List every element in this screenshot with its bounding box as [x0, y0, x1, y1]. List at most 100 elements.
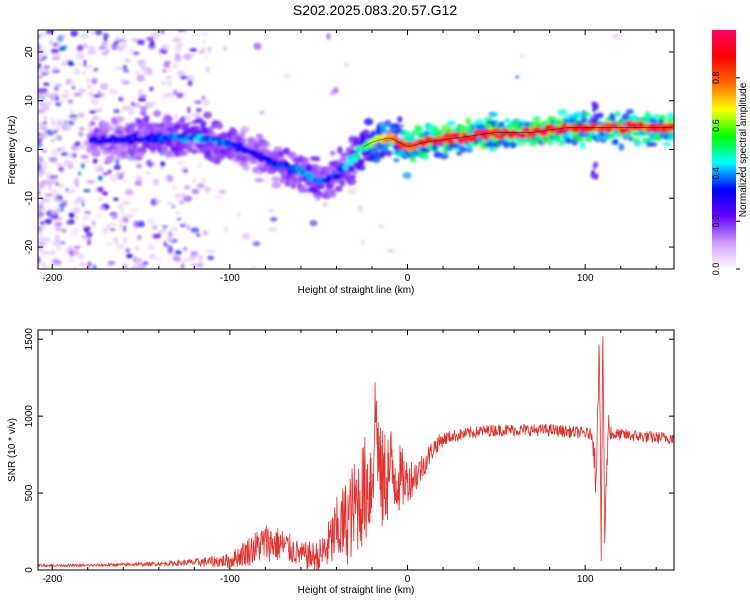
spectral-noise-mark	[99, 166, 104, 171]
spectral-ridge-halo	[409, 156, 417, 163]
spectral-noise-mark	[54, 129, 58, 134]
spectral-noise-mark	[142, 261, 149, 266]
spectral-noise-mark	[69, 109, 74, 115]
spectral-noise-mark	[180, 263, 185, 269]
spectral-ridge-halo	[510, 142, 517, 148]
spectral-noise-mark	[202, 40, 206, 44]
spectral-noise-mark	[253, 42, 262, 50]
spectral-noise-mark	[75, 216, 79, 220]
spectral-noise-mark	[251, 266, 256, 269]
x-tick-label: 0	[405, 273, 411, 284]
spectrogram-x-axis-label: Height of straight line (km)	[298, 285, 415, 296]
spectral-noise-mark	[68, 257, 75, 262]
spectral-noise-mark	[42, 121, 48, 125]
spectral-noise-mark	[161, 43, 170, 50]
spectral-noise-mark	[144, 170, 152, 175]
spectral-noise-mark	[74, 141, 81, 147]
snr-x-ticks: -200 -100 0 100	[42, 330, 657, 585]
spectral-noise-mark	[196, 182, 205, 189]
spectral-noise-mark	[50, 48, 58, 54]
spectral-noise-mark	[121, 200, 131, 206]
spectral-ridge-halo	[356, 158, 366, 163]
spectral-noise-mark	[179, 75, 189, 80]
snr-x-axis-label: Height of straight line (km)	[298, 585, 415, 596]
spectral-noise-mark	[56, 162, 64, 167]
spectral-noise-mark	[115, 35, 119, 41]
spectral-noise-mark	[60, 166, 64, 174]
spectral-ridge-halo	[573, 111, 584, 119]
spectral-noise-mark	[44, 218, 53, 225]
spectral-noise-mark	[323, 202, 327, 208]
spectral-noise-mark	[252, 241, 261, 247]
y-tick-label: 1000	[24, 405, 35, 428]
spectral-noise-mark	[146, 218, 155, 225]
spectral-noise-mark	[63, 160, 73, 167]
spectral-ridge-core	[557, 129, 564, 135]
spectral-noise-mark	[180, 193, 188, 198]
spectral-noise-mark	[44, 192, 54, 198]
spectral-noise-mark	[38, 157, 42, 163]
spectral-ridge-halo	[417, 126, 423, 132]
spectral-noise-mark	[38, 163, 42, 170]
spectral-noise-mark	[71, 86, 76, 89]
spectral-noise-mark	[161, 228, 167, 233]
spectral-noise-mark	[73, 200, 80, 205]
spectral-noise-mark	[124, 58, 131, 63]
x-tick-label: -200	[42, 273, 62, 284]
spectral-noise-mark	[165, 76, 172, 80]
spectral-ridge-core	[345, 160, 354, 165]
spectral-ridge-core	[446, 139, 455, 144]
spectral-noise-mark	[60, 151, 69, 157]
spectral-noise-mark	[100, 51, 108, 57]
spectral-ridge-halo	[253, 142, 261, 150]
spectral-ridge-halo	[465, 146, 473, 153]
spectral-noise-mark	[167, 247, 173, 255]
spectral-noise-mark	[102, 172, 109, 176]
spectral-noise-mark	[237, 210, 241, 218]
spectral-noise-mark	[54, 235, 61, 241]
spectral-ridge-core	[390, 136, 398, 142]
spectral-noise-mark	[147, 43, 156, 50]
colorbar-tick-label: 0.4	[711, 167, 721, 180]
spectral-noise-mark	[138, 39, 145, 46]
spectral-noise-mark	[83, 59, 87, 67]
spectral-noise-mark	[190, 227, 200, 233]
spectral-noise-mark	[170, 238, 178, 244]
spectral-noise-mark	[269, 217, 278, 222]
x-tick-label: -200	[42, 574, 62, 585]
spectral-noise-mark	[94, 30, 103, 36]
spectral-noise-mark	[191, 112, 201, 118]
spectral-noise-mark	[154, 198, 161, 204]
spectral-noise-mark	[152, 256, 161, 261]
spectral-noise-mark	[174, 45, 182, 52]
spectral-noise-mark	[43, 65, 51, 70]
spectral-noise-mark	[60, 94, 70, 98]
spectral-noise-mark	[92, 116, 97, 120]
spectral-ridge-halo	[148, 122, 159, 129]
spectral-noise-mark	[107, 261, 116, 265]
spectral-noise-mark	[51, 258, 59, 266]
spectral-ridge-halo	[614, 110, 621, 118]
spectral-noise-mark	[203, 111, 212, 119]
spectrogram-y-axis-label: Frequency (Hz)	[7, 116, 18, 185]
spectral-ridge-halo	[499, 121, 505, 127]
spectral-noise-mark	[54, 240, 63, 244]
y-tick-label: -10	[24, 191, 35, 206]
spectral-noise-mark	[82, 189, 91, 193]
spectral-noise-mark	[152, 178, 160, 186]
spectral-noise-mark	[81, 201, 85, 207]
snr-series-line	[38, 336, 674, 570]
spectral-noise-mark	[151, 224, 158, 231]
spectral-noise-mark	[149, 86, 154, 92]
spectral-ridge-halo	[456, 150, 463, 156]
spectral-ridge-halo	[277, 151, 284, 157]
spectral-noise-mark	[57, 119, 63, 127]
spectral-noise-mark	[49, 39, 54, 46]
spectral-ridge-halo	[259, 140, 270, 149]
spectral-ridge-halo	[502, 141, 511, 149]
spectral-noise-mark	[116, 45, 125, 52]
spectral-ridge-core	[409, 145, 418, 151]
spectral-noise-mark	[268, 209, 274, 213]
spectral-ridge-halo	[239, 133, 246, 138]
spectral-noise-mark	[38, 124, 46, 131]
